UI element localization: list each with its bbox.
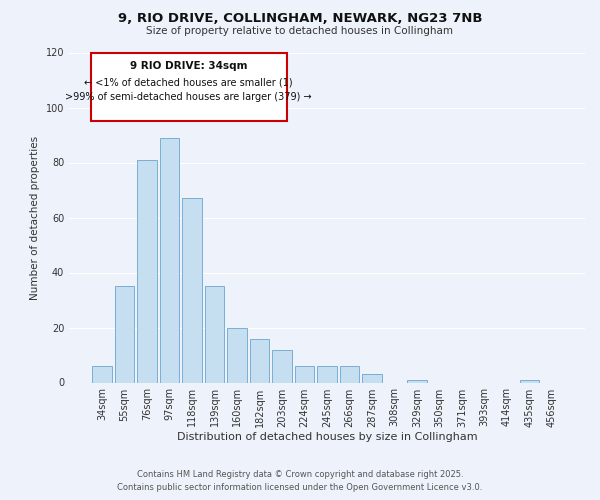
Text: Contains HM Land Registry data © Crown copyright and database right 2025.: Contains HM Land Registry data © Crown c…	[137, 470, 463, 479]
Bar	[227, 328, 247, 382]
Text: Contains public sector information licensed under the Open Government Licence v3: Contains public sector information licen…	[118, 484, 482, 492]
Text: ← <1% of detached houses are smaller (1): ← <1% of detached houses are smaller (1)	[85, 77, 293, 87]
Bar	[205, 286, 224, 382]
Bar	[295, 366, 314, 382]
Bar	[317, 366, 337, 382]
Bar	[362, 374, 382, 382]
Bar	[272, 350, 292, 382]
Bar	[407, 380, 427, 382]
Bar	[520, 380, 539, 382]
Bar	[340, 366, 359, 382]
Text: >99% of semi-detached houses are larger (379) →: >99% of semi-detached houses are larger …	[65, 92, 312, 102]
Bar	[182, 198, 202, 382]
Bar	[160, 138, 179, 382]
Y-axis label: Number of detached properties: Number of detached properties	[30, 136, 40, 300]
Text: 9, RIO DRIVE, COLLINGHAM, NEWARK, NG23 7NB: 9, RIO DRIVE, COLLINGHAM, NEWARK, NG23 7…	[118, 12, 482, 26]
X-axis label: Distribution of detached houses by size in Collingham: Distribution of detached houses by size …	[176, 432, 478, 442]
Text: Size of property relative to detached houses in Collingham: Size of property relative to detached ho…	[146, 26, 454, 36]
Bar	[250, 338, 269, 382]
Bar	[115, 286, 134, 382]
Bar	[137, 160, 157, 382]
Text: 9 RIO DRIVE: 34sqm: 9 RIO DRIVE: 34sqm	[130, 60, 247, 70]
FancyBboxPatch shape	[91, 52, 287, 121]
Bar	[92, 366, 112, 382]
